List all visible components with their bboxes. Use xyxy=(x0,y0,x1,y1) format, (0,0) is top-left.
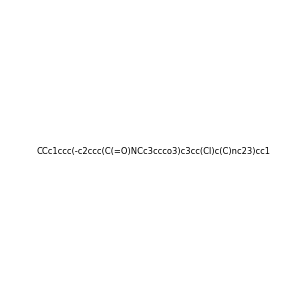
Text: CCc1ccc(-c2ccc(C(=O)NCc3ccco3)c3cc(Cl)c(C)nc23)cc1: CCc1ccc(-c2ccc(C(=O)NCc3ccco3)c3cc(Cl)c(… xyxy=(37,147,271,156)
